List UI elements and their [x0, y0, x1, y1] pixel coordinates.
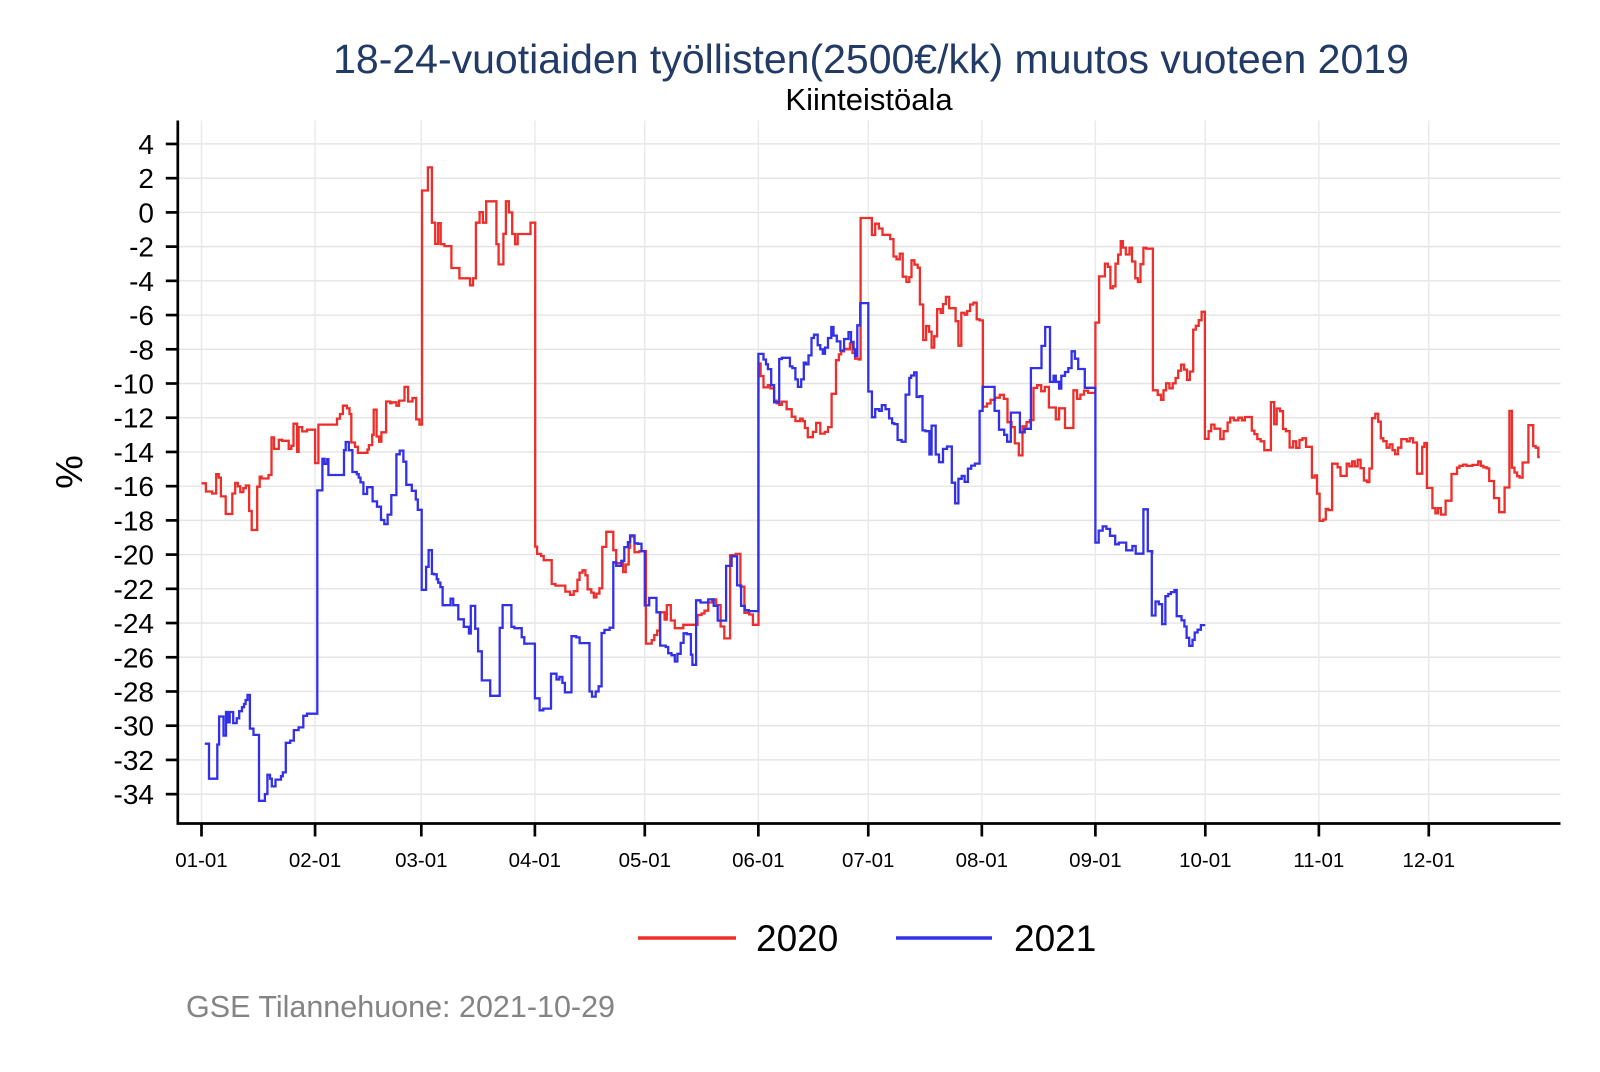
svg-text:Kiinteistöala: Kiinteistöala — [785, 82, 953, 117]
svg-text:-34: -34 — [114, 779, 154, 810]
svg-text:-26: -26 — [114, 642, 154, 673]
svg-text:-22: -22 — [114, 574, 154, 605]
svg-text:4: 4 — [138, 129, 154, 160]
svg-text:-2: -2 — [129, 232, 154, 263]
svg-text:-12: -12 — [114, 403, 154, 434]
svg-text:GSE Tilannehuone: 2021-10-29: GSE Tilannehuone: 2021-10-29 — [186, 990, 615, 1024]
svg-text:-18: -18 — [114, 505, 154, 536]
svg-text:-8: -8 — [129, 334, 154, 365]
svg-text:06-01: 06-01 — [732, 849, 784, 872]
svg-text:18-24-vuotiaiden työllisten(25: 18-24-vuotiaiden työllisten(2500€/kk) mu… — [333, 36, 1409, 82]
svg-text:-30: -30 — [114, 711, 154, 742]
svg-text:03-01: 03-01 — [395, 849, 447, 872]
svg-text:08-01: 08-01 — [956, 849, 1008, 872]
svg-text:01-01: 01-01 — [175, 849, 227, 872]
svg-text:%: % — [49, 455, 91, 489]
svg-text:11-01: 11-01 — [1293, 849, 1344, 872]
svg-text:2021: 2021 — [1014, 918, 1096, 959]
svg-text:04-01: 04-01 — [509, 849, 561, 872]
svg-text:-24: -24 — [114, 608, 154, 639]
svg-text:2: 2 — [138, 163, 154, 194]
svg-text:-6: -6 — [129, 300, 154, 331]
svg-text:07-01: 07-01 — [842, 849, 894, 872]
svg-text:0: 0 — [138, 197, 154, 228]
svg-text:05-01: 05-01 — [619, 849, 671, 872]
svg-text:-4: -4 — [129, 266, 154, 297]
svg-text:09-01: 09-01 — [1069, 849, 1121, 872]
svg-text:-14: -14 — [114, 437, 154, 468]
svg-text:-32: -32 — [114, 745, 154, 776]
svg-text:02-01: 02-01 — [289, 849, 341, 872]
svg-text:-28: -28 — [114, 676, 154, 707]
svg-text:2020: 2020 — [756, 918, 838, 959]
svg-text:-20: -20 — [114, 540, 154, 571]
svg-text:12-01: 12-01 — [1403, 849, 1455, 872]
svg-text:-16: -16 — [114, 471, 154, 502]
svg-text:10-01: 10-01 — [1179, 849, 1231, 872]
svg-text:-10: -10 — [114, 369, 154, 400]
